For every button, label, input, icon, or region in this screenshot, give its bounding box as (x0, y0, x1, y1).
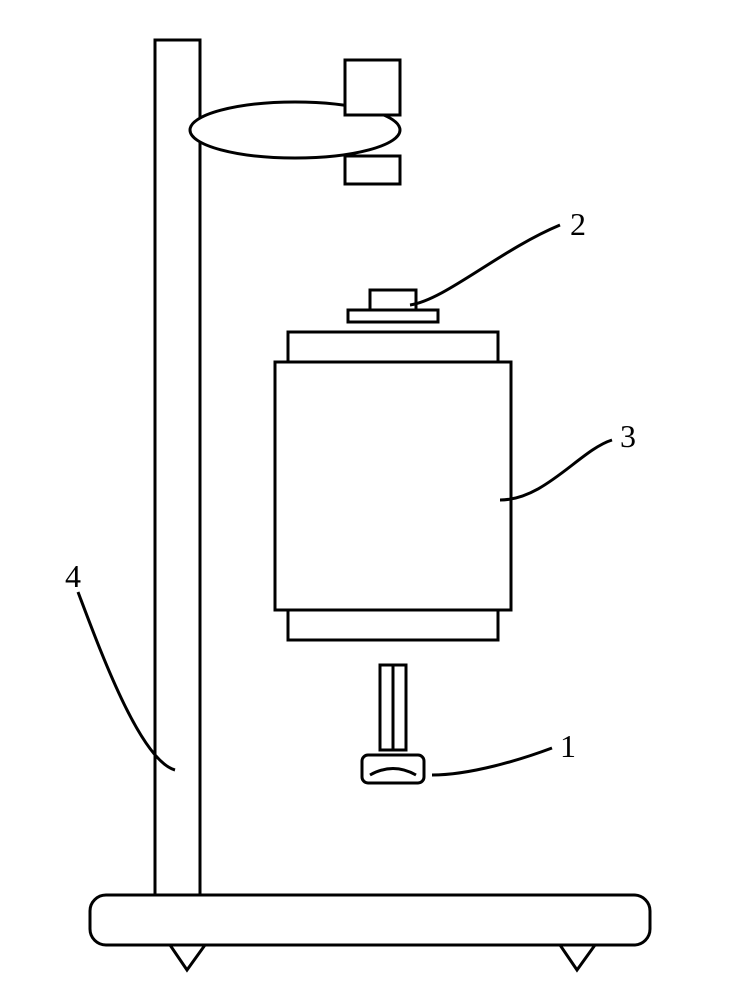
label-4: 4 (65, 560, 81, 592)
diagram-stage: 2 3 4 1 (0, 0, 746, 1000)
label-2: 2 (570, 208, 586, 240)
label-3: 3 (620, 420, 636, 452)
label-1: 1 (560, 730, 576, 762)
diagram-svg (0, 0, 746, 1000)
